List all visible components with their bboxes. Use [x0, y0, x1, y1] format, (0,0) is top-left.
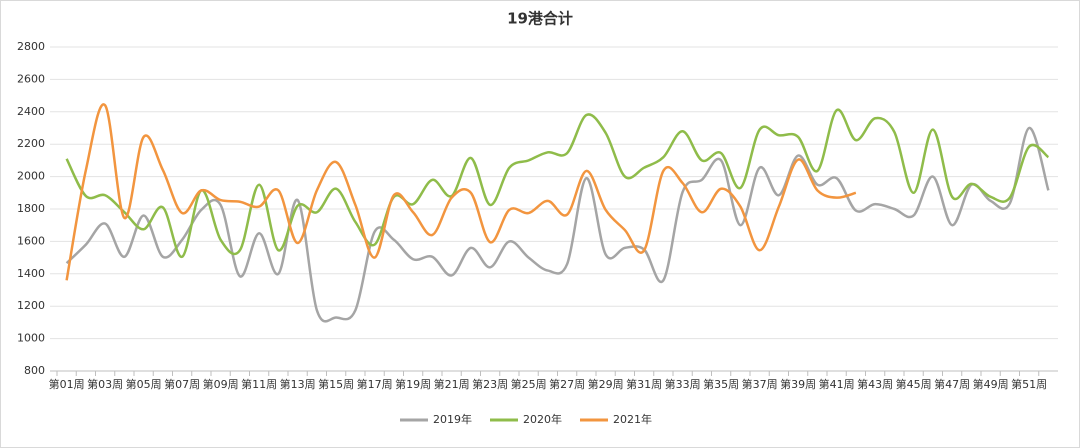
series-line	[65, 108, 1050, 259]
y-tick-label: 800	[24, 364, 45, 377]
y-tick-label: 1800	[17, 202, 45, 215]
series-line	[65, 126, 1050, 323]
y-tick-label: 1200	[17, 299, 45, 312]
y-tick-label: 1400	[17, 267, 45, 280]
chart-title: 19港合计	[507, 10, 573, 28]
x-tick-label: 第09周	[203, 377, 239, 391]
x-tick-label: 第19周	[395, 377, 431, 391]
legend-label: 2021年	[613, 412, 652, 426]
legend-label: 2020年	[523, 412, 562, 426]
y-tick-label: 1600	[17, 234, 45, 247]
x-tick-label: 第25周	[511, 377, 547, 391]
y-tick-label: 2600	[17, 72, 45, 85]
y-tick-label: 2800	[17, 40, 45, 53]
x-tick-label: 第17周	[357, 377, 393, 391]
x-tick-label: 第41周	[819, 377, 855, 391]
x-tick-label: 第37周	[742, 377, 778, 391]
x-tick-label: 第07周	[164, 377, 200, 391]
y-tick-label: 2000	[17, 170, 45, 183]
series-line	[65, 103, 857, 281]
x-tick-label: 第35周	[703, 377, 739, 391]
x-tick-label: 第47周	[934, 377, 970, 391]
x-tick-label: 第29周	[588, 377, 624, 391]
x-tick-label: 第23周	[472, 377, 508, 391]
x-tick-label: 第51周	[1011, 377, 1047, 391]
y-tick-label: 1000	[17, 332, 45, 345]
x-tick-label: 第15周	[318, 377, 354, 391]
x-tick-label: 第11周	[241, 377, 277, 391]
x-tick-label: 第33周	[665, 377, 701, 391]
x-tick-label: 第05周	[126, 377, 162, 391]
legend-label: 2019年	[433, 412, 472, 426]
x-tick-label: 第45周	[896, 377, 932, 391]
y-tick-label: 2200	[17, 137, 45, 150]
x-tick-label: 第01周	[49, 377, 85, 391]
x-tick-label: 第39周	[780, 377, 816, 391]
y-tick-label: 2400	[17, 105, 45, 118]
x-tick-label: 第03周	[87, 377, 123, 391]
x-tick-label: 第43周	[857, 377, 893, 391]
x-tick-label: 第21周	[434, 377, 470, 391]
x-tick-label: 第27周	[549, 377, 585, 391]
x-tick-label: 第13周	[280, 377, 316, 391]
x-tick-label: 第31周	[626, 377, 662, 391]
x-tick-label: 第49周	[973, 377, 1009, 391]
